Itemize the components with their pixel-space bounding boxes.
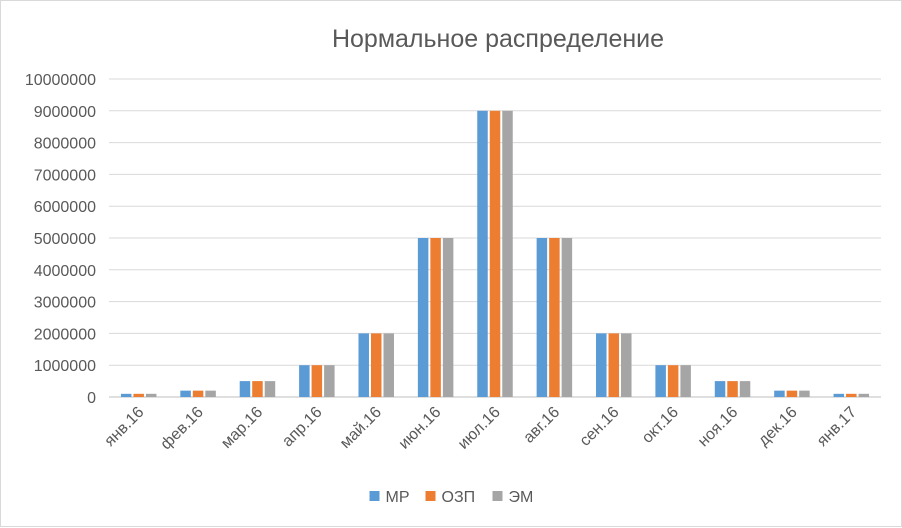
- legend-label: ЭМ: [509, 489, 534, 506]
- x-tick-label: янв.17: [814, 404, 860, 450]
- y-tick-label: 7000000: [34, 167, 96, 184]
- bar-ОЗП-авг.16: [549, 238, 560, 397]
- bar-ОЗП-ноя.16: [727, 381, 738, 397]
- chart-title: Нормальное распределение: [332, 25, 664, 53]
- bar-МР-янв.17: [833, 393, 845, 397]
- x-axis-ticks: янв.16 фев.16 мар.16 апр.16 май.16 июн.16 июл.…: [101, 404, 860, 453]
- x-tick-label: янв.16: [101, 404, 147, 450]
- bar-ЭМ-июн.16: [442, 238, 454, 397]
- bar-ОЗП-мар.16: [252, 381, 263, 397]
- y-axis-ticks: 0 1000000 2000000 3000000 4000000 5000000 6000…: [25, 72, 96, 407]
- bar-ОЗП-янв.17: [846, 393, 857, 397]
- bar-ОЗП-май.16: [370, 333, 382, 397]
- bar-ЭМ-июл.16: [502, 110, 513, 398]
- y-tick-label: 5000000: [34, 231, 96, 248]
- legend-swatch-ОЗП: [425, 491, 436, 501]
- bar-ЭМ-янв.16: [145, 393, 157, 397]
- legend-label: МР: [386, 489, 410, 506]
- bar-ЭМ-ноя.16: [739, 381, 751, 397]
- bar-ОЗП-июл.16: [489, 110, 501, 398]
- legend-swatch-ЭМ: [492, 491, 503, 501]
- bar-ЭМ-авг.16: [561, 238, 573, 397]
- x-tick-label: май.16: [337, 404, 385, 452]
- y-tick-label: 10000000: [25, 72, 96, 89]
- y-tick-label: 4000000: [34, 263, 96, 280]
- bar-ОЗП-сен.16: [608, 333, 620, 397]
- bar-ЭМ-янв.17: [858, 393, 870, 397]
- x-tick-label: мар.16: [218, 404, 266, 452]
- x-tick-label: фев.16: [158, 404, 207, 453]
- bar-ОЗП-дек.16: [786, 390, 798, 397]
- bar-ЭМ-мар.16: [264, 381, 276, 397]
- bar-ОЗП-янв.16: [133, 393, 144, 397]
- bar-ЭМ-окт.16: [680, 365, 691, 397]
- x-tick-label: июн.16: [396, 404, 445, 453]
- x-tick-label: дек.16: [755, 404, 801, 450]
- y-tick-label: 0: [87, 390, 96, 407]
- bar-МР-фев.16: [180, 390, 191, 397]
- bar-ЭМ-дек.16: [799, 390, 810, 397]
- y-tick-label: 6000000: [34, 199, 96, 216]
- bar-МР-июн.16: [417, 238, 429, 397]
- y-tick-label: 3000000: [34, 295, 96, 312]
- bar-ОЗП-апр.16: [311, 365, 323, 397]
- bar-МР-дек.16: [774, 390, 785, 397]
- bar-ЭМ-май.16: [383, 333, 394, 397]
- bar-МР-апр.16: [299, 365, 310, 397]
- bar-МР-мар.16: [239, 381, 251, 397]
- x-tick-label: ноя.16: [695, 404, 741, 450]
- x-tick-label: окт.16: [639, 404, 682, 447]
- bar-ЭМ-фев.16: [205, 390, 216, 397]
- legend: МР ОЗП ЭМ: [369, 489, 534, 506]
- bar-ОЗП-фев.16: [192, 390, 204, 397]
- bar-МР-июл.16: [477, 110, 488, 398]
- bar-ЭМ-апр.16: [324, 365, 335, 397]
- y-tick-label: 1000000: [34, 358, 96, 375]
- bar-МР-окт.16: [655, 365, 666, 397]
- legend-label: ОЗП: [442, 489, 476, 506]
- y-tick-label: 8000000: [34, 136, 96, 153]
- bar-ОЗП-окт.16: [667, 365, 679, 397]
- x-tick-label: апр.16: [279, 404, 326, 451]
- legend-swatch-МР: [369, 491, 380, 501]
- x-tick-label: авг.16: [520, 404, 563, 447]
- bar-ЭМ-сен.16: [621, 333, 632, 397]
- bar-МР-май.16: [358, 333, 369, 397]
- bar-МР-авг.16: [536, 238, 548, 397]
- bar-МР-сен.16: [596, 333, 607, 397]
- bars-layer: [120, 110, 870, 398]
- x-tick-label: сен.16: [577, 404, 623, 450]
- x-tick-label: июл.16: [455, 404, 504, 453]
- bar-МР-ноя.16: [714, 381, 726, 397]
- y-tick-label: 9000000: [34, 104, 96, 121]
- bar-ОЗП-июн.16: [430, 238, 441, 397]
- bar-МР-янв.16: [120, 393, 132, 397]
- y-tick-label: 2000000: [34, 326, 96, 343]
